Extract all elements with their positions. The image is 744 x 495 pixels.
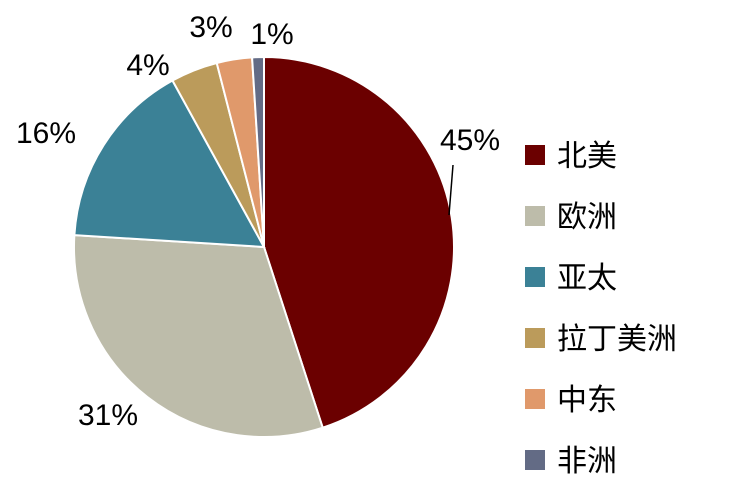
legend-label-2: 欧洲 [557, 200, 617, 235]
legend-swatch-6 [525, 450, 545, 470]
legend-label-5: 中东 [557, 383, 617, 418]
slice-label-1: 45% [440, 124, 500, 157]
legend-label-4: 拉丁美洲 [557, 322, 677, 357]
pie-slice-6 [251, 55, 265, 248]
legend-label-6: 非洲 [557, 444, 617, 479]
legend-label-3: 亚太 [557, 261, 617, 296]
pie-slice-2 [72, 234, 324, 438]
slice-label-4: 4% [126, 49, 169, 82]
legend-swatch-5 [525, 389, 545, 409]
slice-label-3: 16% [16, 117, 76, 150]
legend-swatch-2 [525, 206, 545, 226]
leader-line-45 [448, 164, 454, 216]
slice-label-2: 31% [78, 399, 138, 432]
legend-swatch-4 [525, 328, 545, 348]
pie-slice-1 [263, 55, 455, 429]
pie-slices [72, 55, 455, 438]
slice-label-6: 1% [250, 18, 293, 51]
slice-label-5: 3% [189, 11, 232, 44]
legend-swatch-3 [525, 267, 545, 287]
legend-label-1: 北美 [557, 139, 617, 174]
legend-swatch-1 [525, 145, 545, 165]
pie-slice-3 [73, 79, 266, 249]
slice-labels: 45% 31% 16% 4% 3% 1% [16, 11, 500, 432]
